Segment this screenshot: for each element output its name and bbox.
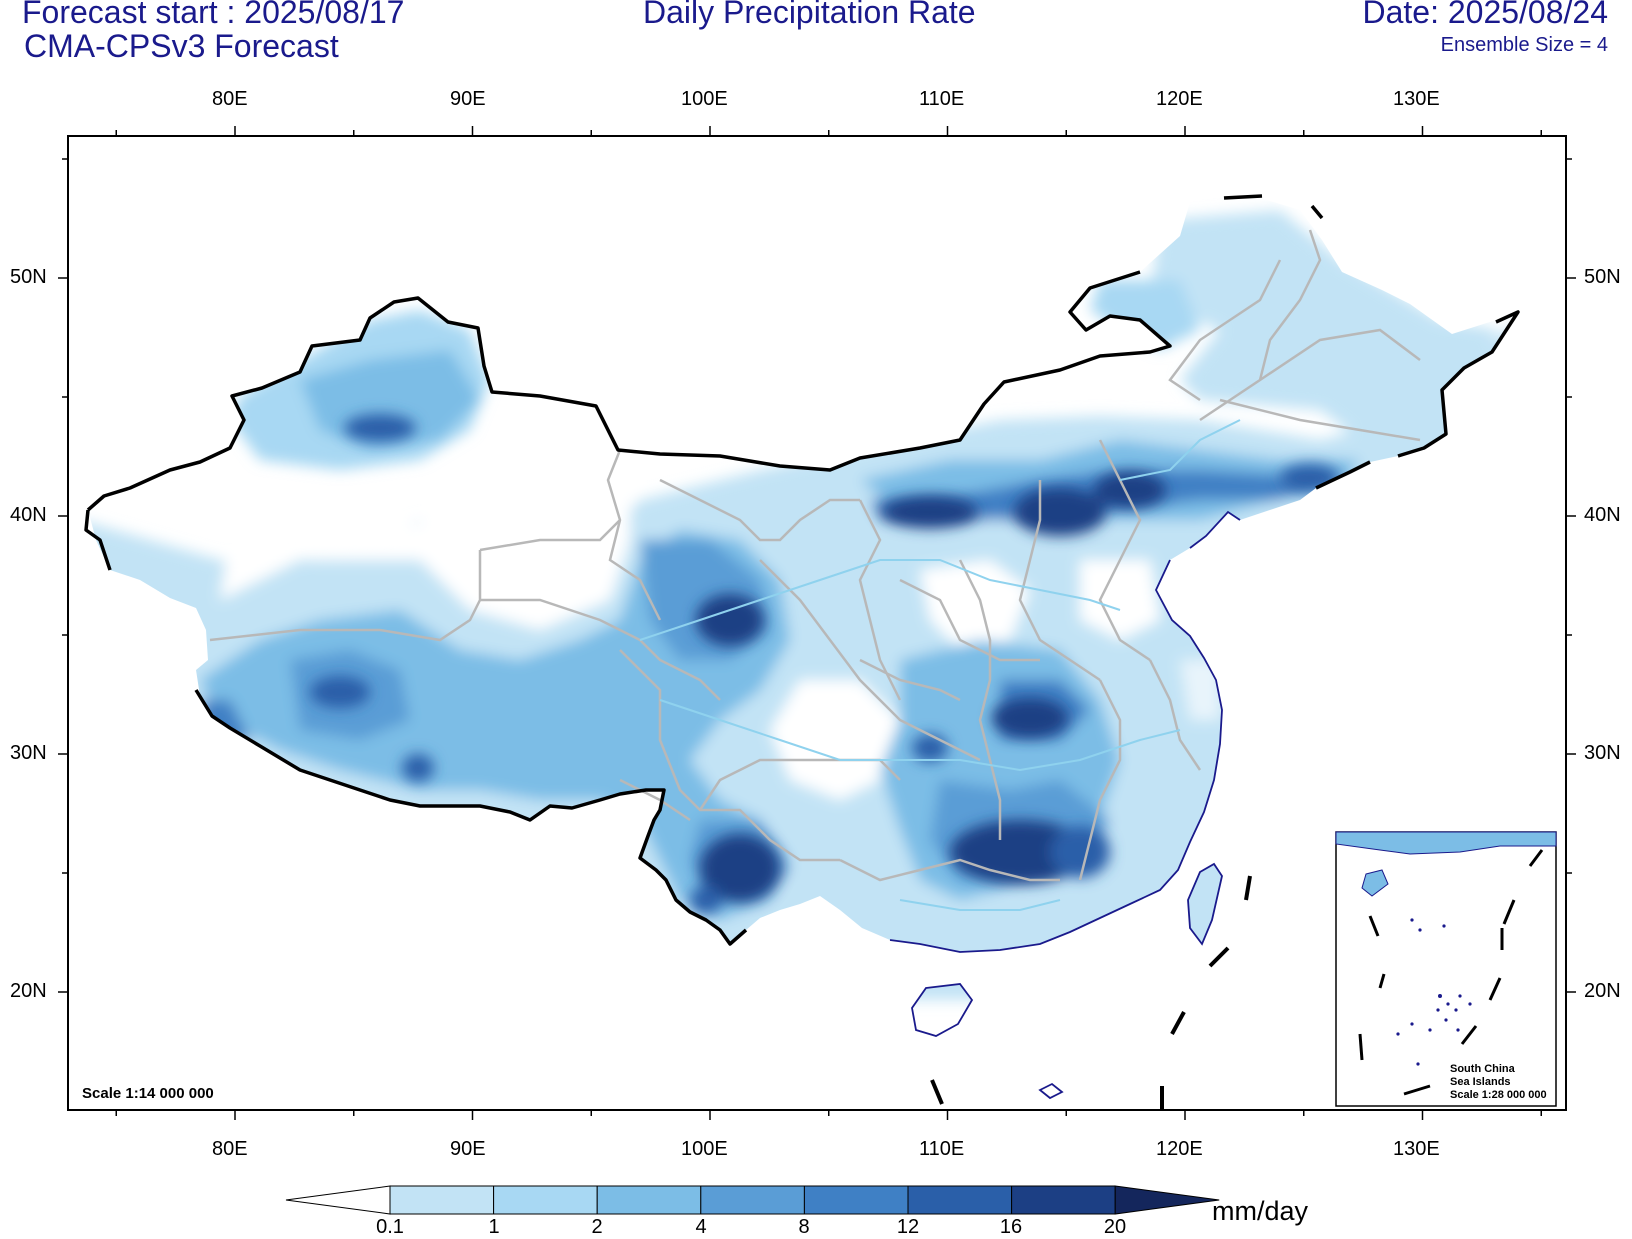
inset-label-line2: Sea Islands — [1450, 1076, 1511, 1088]
colorbar-label-7: 20 — [1103, 1216, 1127, 1238]
lon-label-bottom-120e: 120E — [1156, 1138, 1203, 1160]
lon-label-bottom-130e: 130E — [1393, 1138, 1440, 1160]
forecast-start-label: Forecast start : 2025/08/17 — [22, 0, 405, 30]
lat-label-right-30n: 30N — [1584, 742, 1621, 764]
lat-label-left-30n: 30N — [10, 742, 47, 764]
ensemble-size-label: Ensemble Size = 4 — [1440, 34, 1608, 56]
colorbar-under-arrow — [285, 1185, 391, 1215]
rivers — [639, 419, 1241, 911]
colorbar-swatch — [907, 1185, 1013, 1215]
lat-label-right-20n: 20N — [1584, 980, 1621, 1002]
lat-label-left-20n: 20N — [10, 980, 47, 1002]
lat-label-right-40n: 40N — [1584, 504, 1621, 526]
colorbar-swatch — [389, 1185, 495, 1215]
colorbar-swatch — [596, 1185, 702, 1215]
south-china-sea-inset: South China Sea Islands Scale 1:28 000 0… — [1335, 831, 1557, 1107]
valid-date-label: Date: 2025/08/24 — [1362, 0, 1608, 30]
lon-label-top-110e: 110E — [919, 88, 965, 110]
lon-label-top-100e: 100E — [681, 88, 728, 110]
colorbar-label-6: 16 — [999, 1216, 1023, 1238]
lon-label-top-90e: 90E — [450, 88, 486, 110]
colorbar-over-arrow — [1114, 1185, 1220, 1215]
inset-label-line1: South China — [1450, 1063, 1516, 1075]
lon-label-bottom-100e: 100E — [681, 1138, 728, 1160]
colorbar-label-3: 4 — [695, 1216, 707, 1238]
colorbar-swatch — [803, 1185, 909, 1215]
axis-ticks — [58, 126, 1576, 1120]
colorbar-label-5: 12 — [896, 1216, 920, 1238]
inset-scale-label: Scale 1:28 000 000 — [1450, 1089, 1547, 1101]
lat-label-left-40n: 40N — [10, 504, 47, 526]
colorbar-swatch — [493, 1185, 598, 1215]
maritime-boundary-dashes — [930, 875, 1252, 1110]
lat-label-right-50n: 50N — [1584, 266, 1621, 288]
lon-label-bottom-90e: 90E — [450, 1138, 486, 1160]
national-border — [84, 194, 1520, 946]
colorbar-label-4: 8 — [798, 1216, 810, 1238]
lat-label-left-50n: 50N — [10, 266, 47, 288]
colorbar-swatch — [700, 1185, 805, 1215]
main-scale-label: Scale 1:14 000 000 — [82, 1085, 214, 1102]
colorbar — [285, 1185, 1220, 1215]
colorbar-label-1: 1 — [488, 1216, 500, 1238]
colorbar-label-2: 2 — [591, 1216, 603, 1238]
colorbar-swatch — [1011, 1185, 1116, 1215]
lon-label-bottom-110e: 110E — [919, 1138, 965, 1160]
colorbar-unit: mm/day — [1212, 1196, 1309, 1226]
lon-label-top-120e: 120E — [1156, 88, 1203, 110]
map-title: Daily Precipitation Rate — [643, 0, 976, 30]
coastline — [889, 510, 1241, 1100]
lon-label-top-130e: 130E — [1393, 88, 1440, 110]
lon-label-bottom-80e: 80E — [212, 1138, 248, 1160]
lon-label-top-80e: 80E — [212, 88, 248, 110]
colorbar-label-0: 0.1 — [376, 1216, 404, 1238]
model-name-label: CMA-CPSv3 Forecast — [24, 28, 339, 64]
